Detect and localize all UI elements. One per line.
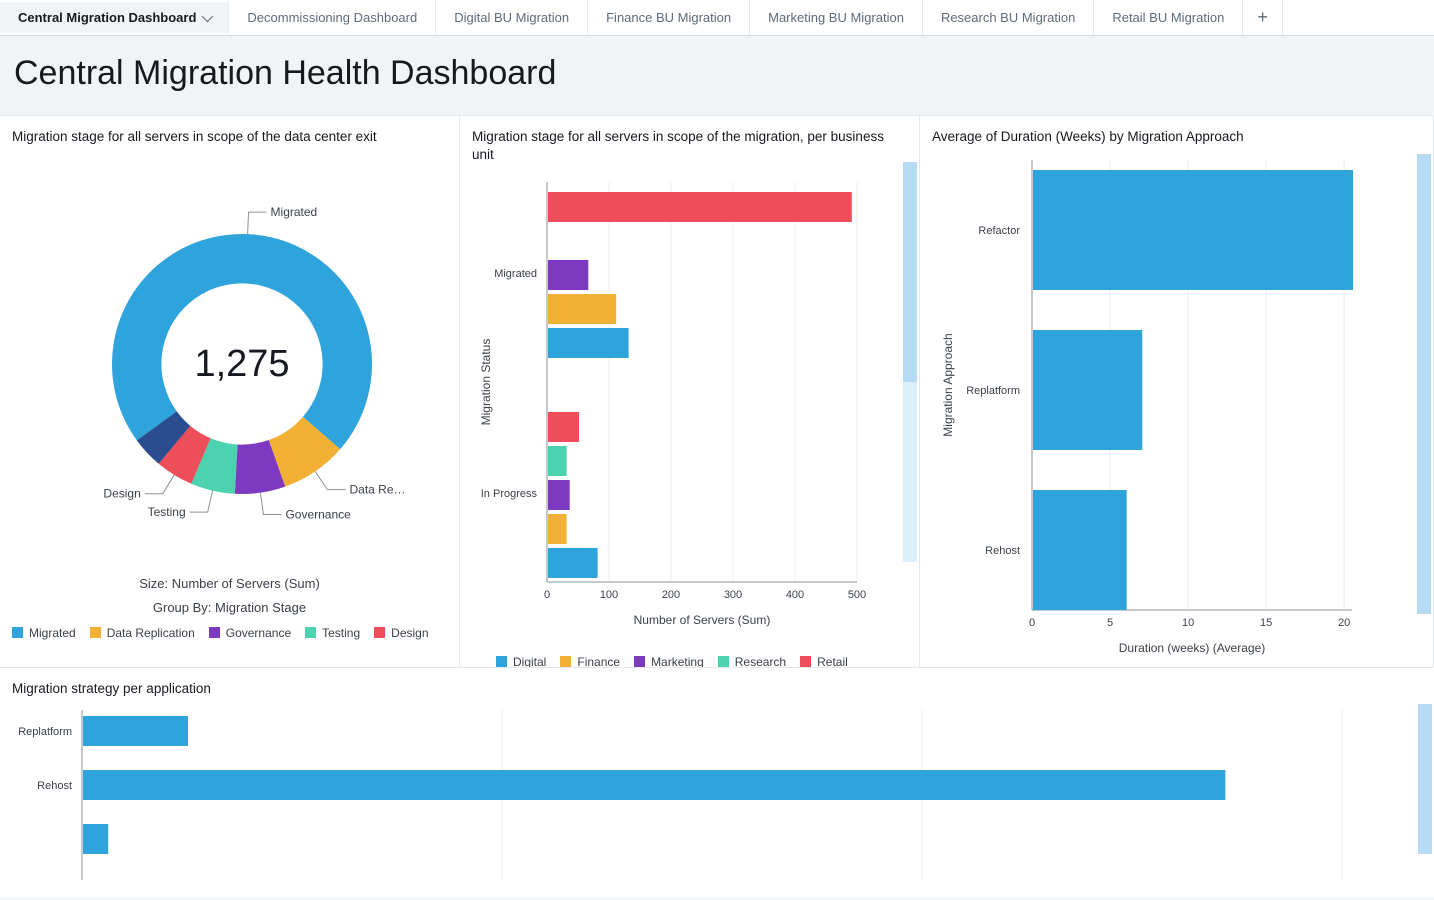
tab-digital-bu-migration[interactable]: Digital BU Migration — [436, 0, 588, 35]
grouped-bar-chart: 0 100 200 300 400 500 Migrated In Progress Numbe… — [472, 172, 882, 642]
svg-text:Migration Status: Migration Status — [479, 339, 493, 426]
legend-item[interactable]: Marketing — [634, 655, 704, 667]
legend-item[interactable]: Research — [718, 655, 786, 667]
svg-text:Design: Design — [103, 487, 140, 501]
tab-finance-bu-migration[interactable]: Finance BU Migration — [588, 0, 750, 35]
panel-title: Migration strategy per application — [12, 680, 1422, 698]
duration-bar-chart: 0 5 10 15 20 Refactor Replatform Rehost Duration… — [932, 154, 1362, 660]
svg-text:Data Re…: Data Re… — [350, 483, 406, 497]
tab-marketing-bu-migration[interactable]: Marketing BU Migration — [750, 0, 923, 35]
svg-text:0: 0 — [544, 589, 550, 601]
legend-item[interactable]: Testing — [305, 626, 360, 640]
tab-label: Retail BU Migration — [1112, 10, 1224, 25]
scroll-indicator[interactable] — [903, 162, 917, 562]
grouped-legend: Digital Finance Marketing Research Retail — [496, 655, 907, 667]
legend-item[interactable]: Finance — [560, 655, 620, 667]
tab-label: Digital BU Migration — [454, 10, 569, 25]
legend-item[interactable]: Data Replication — [90, 626, 195, 640]
page-title: Central Migration Health Dashboard — [0, 36, 1434, 115]
donut-legend: Migrated Data Replication Governance Testin… — [12, 626, 447, 640]
svg-text:15: 15 — [1260, 617, 1272, 629]
svg-text:Number of Servers (Sum): Number of Servers (Sum) — [634, 613, 771, 627]
panel-strategy-bar: Migration strategy per application Repla… — [0, 667, 1434, 897]
panel-donut: Migration stage for all servers in scope… — [0, 115, 460, 667]
svg-text:Rehost: Rehost — [985, 545, 1020, 557]
svg-text:In Progress: In Progress — [481, 488, 538, 500]
tab-retail-bu-migration[interactable]: Retail BU Migration — [1094, 0, 1243, 35]
legend-item[interactable]: Digital — [496, 655, 546, 667]
donut-caption-1: Size: Number of Servers (Sum) — [12, 575, 447, 593]
svg-text:400: 400 — [786, 589, 804, 601]
chevron-down-icon — [202, 10, 213, 21]
panel-duration-bar: Average of Duration (Weeks) by Migration… — [920, 115, 1434, 667]
panel-grouped-bar: Migration stage for all servers in scope… — [460, 115, 920, 667]
svg-text:300: 300 — [724, 589, 742, 601]
panel-title: Migration stage for all servers in scope… — [12, 128, 447, 146]
tab-central-migration-dashboard[interactable]: Central Migration Dashboard — [0, 0, 229, 35]
svg-text:200: 200 — [662, 589, 680, 601]
svg-text:Duration (weeks) (Average): Duration (weeks) (Average) — [1119, 641, 1266, 655]
legend-item[interactable]: Migrated — [12, 626, 76, 640]
svg-text:5: 5 — [1107, 617, 1113, 629]
tab-label: Central Migration Dashboard — [18, 10, 196, 25]
tab-label: Finance BU Migration — [606, 10, 731, 25]
svg-text:Replatform: Replatform — [18, 726, 72, 738]
svg-text:0: 0 — [1029, 617, 1035, 629]
svg-text:Migration Approach: Migration Approach — [941, 334, 955, 437]
svg-text:Rehost: Rehost — [37, 780, 72, 792]
donut-chart: 1,275 Migrated Data Re… Governance Testing De… — [12, 154, 448, 564]
svg-text:Testing: Testing — [148, 505, 186, 519]
dashboard-grid: Migration stage for all servers in scope… — [0, 115, 1434, 897]
legend-item[interactable]: Retail — [800, 655, 848, 667]
svg-text:100: 100 — [600, 589, 618, 601]
svg-text:20: 20 — [1338, 617, 1350, 629]
tab-label: Marketing BU Migration — [768, 10, 904, 25]
svg-text:Governance: Governance — [285, 508, 351, 522]
tab-label: Research BU Migration — [941, 10, 1075, 25]
svg-text:Migrated: Migrated — [494, 268, 537, 280]
legend-item[interactable]: Governance — [209, 626, 291, 640]
svg-text:Migrated: Migrated — [271, 205, 318, 219]
strategy-bar-chart: Replatform Rehost — [12, 706, 1362, 886]
scroll-indicator[interactable] — [1417, 154, 1431, 614]
tab-research-bu-migration[interactable]: Research BU Migration — [923, 0, 1094, 35]
panel-title: Migration stage for all servers in scope… — [472, 128, 907, 164]
legend-item[interactable]: Design — [374, 626, 428, 640]
svg-text:1,275: 1,275 — [194, 343, 289, 385]
add-tab-button[interactable]: + — [1243, 0, 1283, 35]
tab-label: Decommissioning Dashboard — [247, 10, 417, 25]
panel-title: Average of Duration (Weeks) by Migration… — [932, 128, 1421, 146]
tab-decommissioning-dashboard[interactable]: Decommissioning Dashboard — [229, 0, 436, 35]
svg-text:500: 500 — [848, 589, 866, 601]
donut-caption-2: Group By: Migration Stage — [12, 599, 447, 617]
svg-text:Refactor: Refactor — [978, 225, 1020, 237]
tab-bar: Central Migration Dashboard Decommissioni… — [0, 0, 1434, 36]
scroll-indicator[interactable] — [1418, 704, 1432, 854]
svg-text:Replatform: Replatform — [966, 385, 1020, 397]
svg-text:10: 10 — [1182, 617, 1194, 629]
